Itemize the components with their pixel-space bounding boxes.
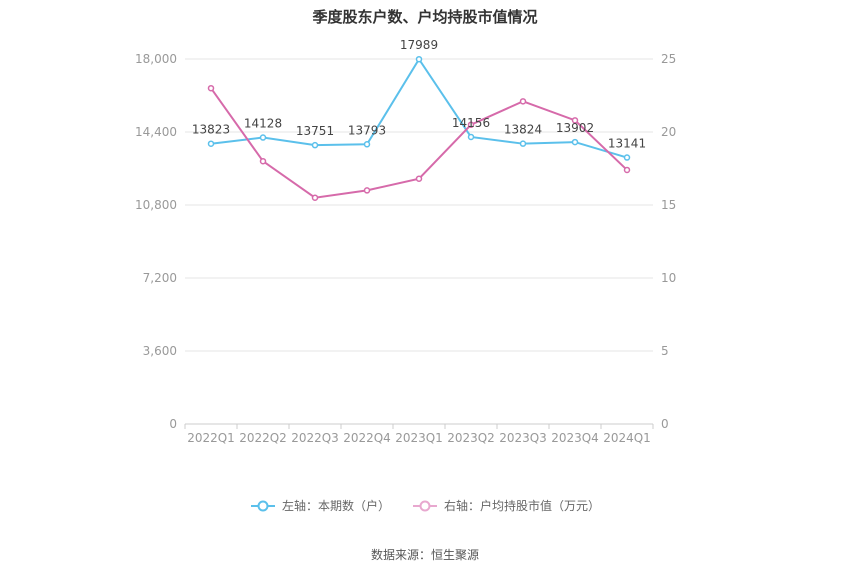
right-axis-tick-label: 25 (661, 52, 676, 66)
data-point-left (259, 134, 267, 141)
series-line-left (210, 57, 628, 159)
data-point-left (311, 141, 319, 149)
data-point-right (311, 194, 319, 201)
legend: 左轴：本期数（户） 右轴：户均持股市值（万元） (0, 497, 850, 514)
data-point-left (467, 133, 475, 141)
data-point-right (467, 121, 475, 128)
data-point-right (623, 166, 631, 174)
x-axis-tick-label: 2022Q1 (187, 431, 235, 445)
left-axis-tick-label: 18,000 (135, 52, 177, 66)
right-axis-tick-label: 0 (661, 417, 669, 431)
right-axis-tick-label: 10 (661, 271, 676, 285)
left-axis-tick-label: 3,600 (143, 344, 177, 358)
legend-label-left: 左轴：本期数（户） (281, 499, 390, 513)
data-point-left (363, 141, 371, 148)
left-axis-tick-label: 10,800 (135, 198, 177, 212)
data-point-right (519, 98, 527, 105)
data-point-left (623, 154, 631, 161)
right-axis-tick-label: 20 (661, 125, 676, 139)
data-point-left (519, 140, 527, 147)
data-point-right (259, 157, 267, 165)
right-axis-tick-label: 15 (661, 198, 676, 212)
data-label: 13141 (608, 137, 646, 151)
legend-item-left[interactable]: 左轴：本期数（户） (250, 497, 390, 514)
left-axis-tick-label: 0 (169, 417, 177, 431)
x-axis-tick-label: 2022Q3 (291, 431, 339, 445)
chart-title: 季度股东户数、户均持股市值情况 (312, 8, 538, 26)
left-axis-tick-label: 7,200 (143, 271, 177, 285)
x-axis-tick-label: 2024Q1 (603, 431, 651, 445)
data-point-left (207, 140, 215, 147)
data-label: 13793 (348, 123, 386, 137)
x-axis-tick-label: 2023Q3 (499, 431, 547, 445)
x-axis-tick-label: 2023Q2 (447, 431, 495, 445)
legend-right-marker-icon (413, 500, 437, 511)
chart-svg: 0 3,600 7,200 10,800 14,400 18,000 0 5 10 15 20 25 2… (135, 38, 676, 445)
data-label: 14128 (244, 117, 282, 131)
data-point-left (415, 55, 423, 63)
x-axis-tick-label: 2022Q2 (239, 431, 287, 445)
x-axis-tick-label: 2022Q4 (343, 431, 391, 445)
left-axis-tick-label: 14,400 (135, 125, 177, 139)
data-point-right (363, 187, 371, 194)
legend-left-marker-icon (250, 500, 275, 511)
data-label: 13902 (556, 121, 594, 135)
source-note: 数据来源：恒生聚源 (370, 548, 479, 562)
data-label: 17989 (400, 38, 438, 52)
data-point-right (415, 175, 423, 182)
data-label: 13823 (192, 123, 230, 137)
data-label: 14156 (452, 116, 490, 130)
data-point-left (571, 138, 579, 146)
data-point-right (207, 84, 215, 92)
data-label: 13824 (504, 123, 542, 137)
legend-item-right[interactable]: 右轴：户均持股市值（万元） (412, 497, 600, 514)
right-axis-tick-label: 5 (661, 344, 669, 358)
x-axis-tick-label: 2023Q4 (551, 431, 599, 445)
x-axis-tick-label: 2023Q1 (395, 431, 443, 445)
data-label: 13751 (296, 124, 334, 138)
data-point-right (571, 117, 579, 124)
legend-label-right: 右轴：户均持股市值（万元） (444, 499, 601, 513)
